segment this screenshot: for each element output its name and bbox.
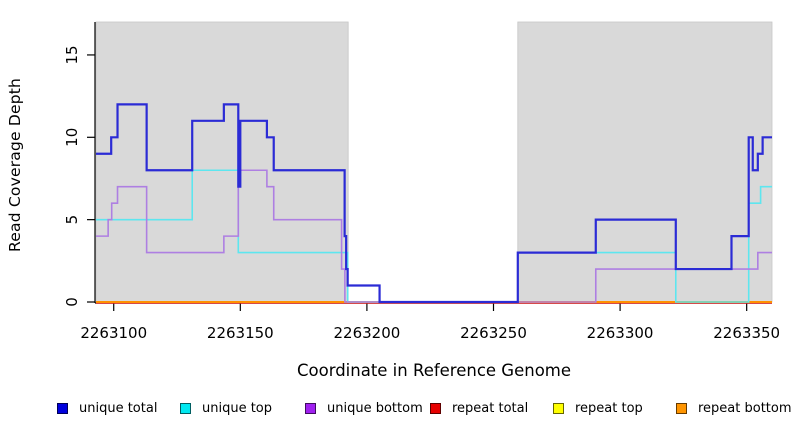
legend-item-repeat-total: repeat total bbox=[430, 398, 528, 418]
legend-swatch-unique-total bbox=[57, 402, 68, 414]
series-unique-bottom bbox=[96, 169, 772, 303]
y-tick-label: 5 bbox=[63, 215, 81, 225]
legend-label-repeat-top: repeat top bbox=[575, 400, 643, 416]
y-tick-label: 10 bbox=[63, 128, 81, 147]
x-tick-label: 2263150 bbox=[207, 324, 274, 342]
y-tick-label: 15 bbox=[63, 45, 81, 64]
legend-item-repeat-bottom: repeat bottom bbox=[676, 398, 792, 418]
x-tick-label: 2263300 bbox=[587, 324, 654, 342]
legend-swatch-unique-bottom bbox=[305, 402, 316, 414]
y-tick-label: 0 bbox=[63, 297, 81, 307]
legend-label-repeat-bottom: repeat bottom bbox=[698, 400, 792, 416]
series-unique-total bbox=[96, 103, 772, 304]
x-tick-label: 2263250 bbox=[460, 324, 527, 342]
legend-swatch-repeat-bottom bbox=[676, 402, 687, 414]
legend-swatch-unique-top bbox=[180, 402, 191, 414]
legend-item-unique-total: unique total bbox=[57, 398, 157, 418]
legend-item-unique-bottom: unique bottom bbox=[305, 398, 423, 418]
chart-legend: unique total unique top unique bottom repea… bbox=[0, 398, 792, 422]
x-axis-title: Coordinate in Reference Genome bbox=[296, 361, 572, 380]
legend-label-unique-bottom: unique bottom bbox=[327, 400, 423, 416]
x-tick-label: 2263100 bbox=[80, 324, 147, 342]
legend-item-repeat-top: repeat top bbox=[553, 398, 643, 418]
legend-label-unique-total: unique total bbox=[79, 400, 158, 416]
background-band bbox=[95, 21, 349, 303]
background-band bbox=[517, 21, 773, 303]
y-axis-title: Read Coverage Depth bbox=[6, 77, 24, 253]
legend-item-unique-top: unique top bbox=[180, 398, 272, 418]
legend-label-unique-top: unique top bbox=[202, 400, 273, 416]
legend-label-repeat-total: repeat total bbox=[452, 400, 529, 416]
x-tick-label: 2263350 bbox=[713, 324, 780, 342]
x-tick-label: 2263200 bbox=[334, 324, 401, 342]
legend-swatch-repeat-total bbox=[430, 402, 441, 414]
legend-swatch-repeat-top bbox=[553, 402, 564, 414]
